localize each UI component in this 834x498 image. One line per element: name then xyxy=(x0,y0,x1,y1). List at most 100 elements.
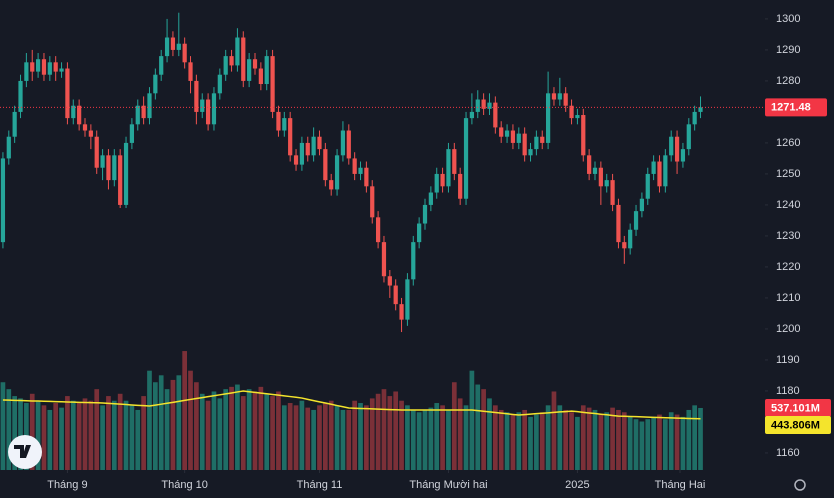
volume-bar xyxy=(41,405,47,470)
candle-body xyxy=(633,211,639,230)
candle-body xyxy=(540,136,545,143)
volume-bar xyxy=(434,403,440,470)
candle-body xyxy=(270,56,275,112)
volume-bar xyxy=(240,396,246,470)
volume-bar xyxy=(586,407,592,470)
candle-body xyxy=(276,111,281,131)
volume-bar xyxy=(698,407,703,470)
volume-bar xyxy=(258,386,264,470)
candle-body xyxy=(293,155,299,165)
candle-body xyxy=(534,136,539,150)
volume-bar xyxy=(270,396,275,470)
y-tick-label: 1200 xyxy=(776,323,800,335)
candle-body xyxy=(188,62,193,81)
volume-bar xyxy=(551,391,557,470)
candle-body xyxy=(30,62,35,72)
volume-bar xyxy=(205,400,211,470)
candle-body xyxy=(417,223,422,243)
candle-body xyxy=(41,59,47,75)
candle-body xyxy=(569,105,574,119)
volume-bar xyxy=(65,396,70,470)
volume-label-box xyxy=(765,398,831,417)
candle-body xyxy=(686,124,691,150)
volume-bar xyxy=(440,405,445,470)
volume-bar xyxy=(645,419,651,470)
volume-bar xyxy=(223,389,229,470)
volume-bar xyxy=(188,370,193,470)
candle-body xyxy=(504,130,510,137)
volume-bar xyxy=(387,396,393,470)
settings-icon[interactable] xyxy=(794,479,806,491)
candle-body xyxy=(510,130,516,143)
candle-body xyxy=(651,161,656,174)
candle-body xyxy=(217,74,222,94)
volume-bar xyxy=(381,389,387,470)
volume-bar xyxy=(692,405,697,470)
volume-bar xyxy=(252,391,258,470)
candle-body xyxy=(598,167,603,187)
candle-body xyxy=(141,105,146,119)
volume-bar xyxy=(416,412,422,470)
y-tick-label: 1290 xyxy=(776,44,800,56)
volume-bar xyxy=(18,398,23,470)
candle-body xyxy=(6,136,11,159)
volume-bar xyxy=(604,412,610,470)
volume-bar xyxy=(422,409,428,470)
candle-body xyxy=(118,155,123,205)
volume-bar xyxy=(129,405,135,470)
volume-bar xyxy=(475,384,481,470)
candle-body xyxy=(610,180,615,205)
candle-body xyxy=(440,173,445,187)
volume-bar xyxy=(229,386,234,470)
volume-bar xyxy=(446,409,451,470)
volume-bar xyxy=(528,416,533,470)
volume-bar xyxy=(504,412,510,470)
candle-body xyxy=(282,118,287,131)
candle-body xyxy=(493,102,498,128)
candle-body xyxy=(616,204,621,243)
candle-body xyxy=(528,149,533,156)
y-tick-label: 1260 xyxy=(776,137,800,149)
volume-bar xyxy=(498,409,504,470)
y-tick-label: 1230 xyxy=(776,230,800,242)
volume-bar xyxy=(153,382,158,470)
volume-bar xyxy=(410,409,416,470)
volume-bar xyxy=(100,405,105,470)
candle-body xyxy=(288,118,293,156)
last-price-label: 1271.48 xyxy=(771,102,811,114)
volume-bar xyxy=(487,398,492,470)
volume-bar xyxy=(463,405,469,470)
candle-body xyxy=(211,93,217,125)
volume-bar xyxy=(334,405,340,470)
candle-body xyxy=(147,93,152,119)
candle-body xyxy=(264,56,269,85)
candle-body xyxy=(499,127,504,137)
volume-bar xyxy=(668,412,674,470)
candle-body xyxy=(334,155,340,190)
x-tick-label: Tháng Mười hai xyxy=(409,479,487,491)
volume-bar xyxy=(680,416,686,470)
volume-bar xyxy=(281,405,287,470)
candle-body xyxy=(522,133,527,156)
candle-body xyxy=(18,80,23,112)
volume-bar xyxy=(657,414,662,470)
volume-bar xyxy=(182,351,187,470)
volume-bar xyxy=(323,403,328,470)
volume-bar xyxy=(358,403,363,470)
candle-body xyxy=(159,56,164,75)
y-tick-label: 1180 xyxy=(776,385,800,397)
candle-body xyxy=(53,62,58,72)
candle-body xyxy=(59,68,64,72)
volume-bar xyxy=(117,393,123,470)
plot-area: 1160117011801190120012101220123012401250… xyxy=(0,12,831,491)
volume-bar xyxy=(141,396,146,470)
candle-body xyxy=(604,180,609,187)
settings-button[interactable] xyxy=(794,479,806,491)
candle-body xyxy=(317,136,322,150)
candle-body xyxy=(639,198,645,212)
candle-body xyxy=(194,80,199,112)
y-tick-label: 1220 xyxy=(776,261,800,273)
candle-body xyxy=(135,105,140,125)
volume-bar xyxy=(592,409,598,470)
candle-body xyxy=(387,276,392,286)
